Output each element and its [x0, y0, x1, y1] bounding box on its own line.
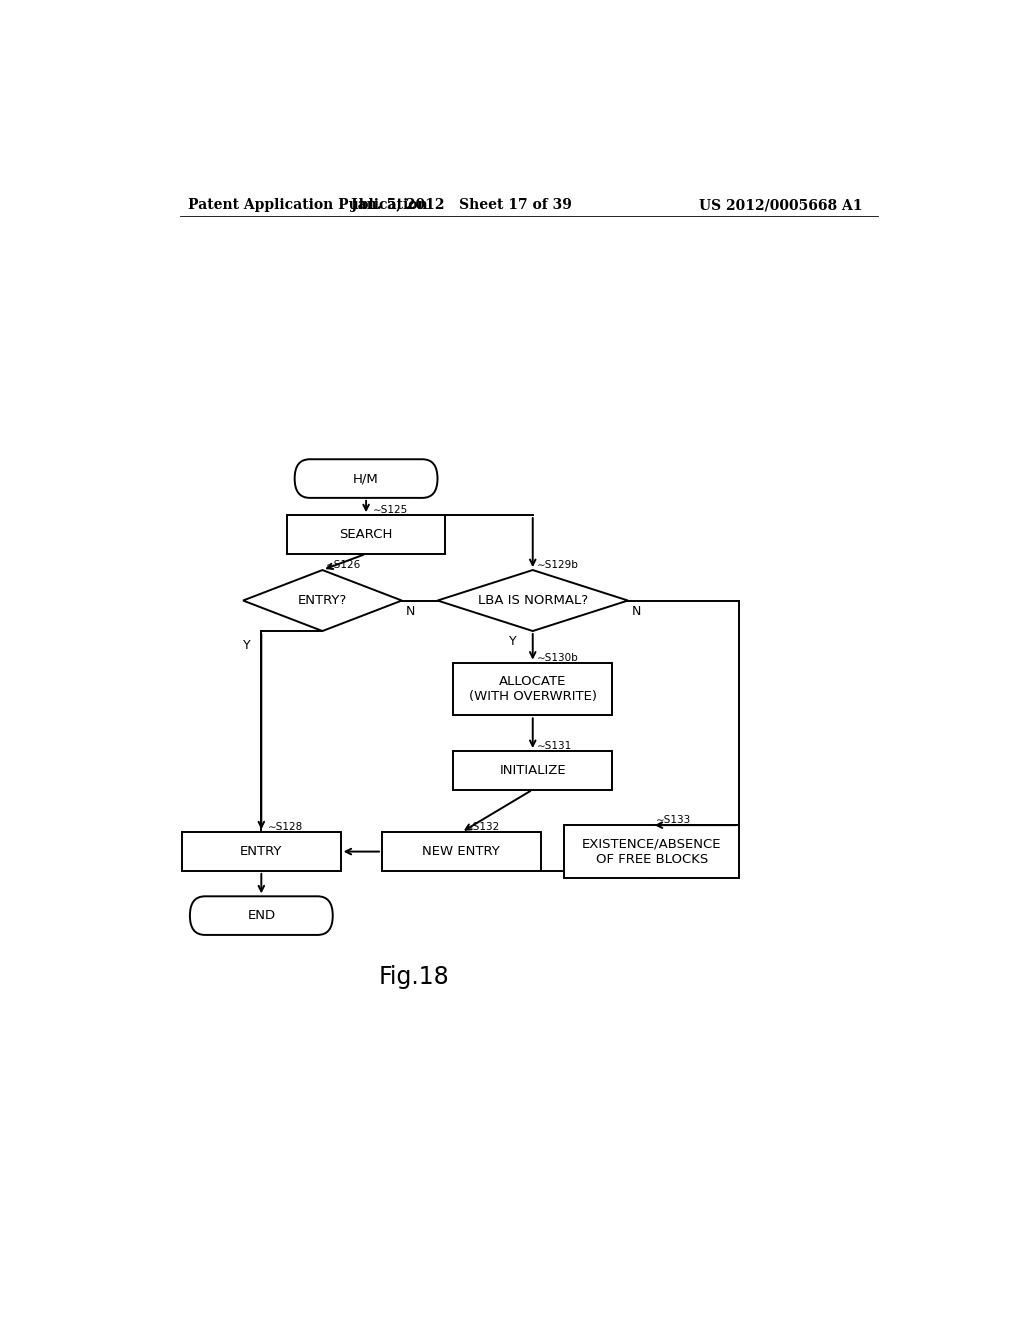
Text: Y: Y — [509, 635, 517, 648]
Text: ENTRY: ENTRY — [241, 845, 283, 858]
Text: N: N — [406, 605, 415, 618]
Text: ∼S133: ∼S133 — [655, 816, 691, 825]
Text: US 2012/0005668 A1: US 2012/0005668 A1 — [698, 198, 862, 213]
Bar — [287, 515, 445, 554]
Text: Y: Y — [244, 639, 251, 652]
Text: ∼S132: ∼S132 — [465, 822, 501, 833]
Bar — [564, 825, 739, 878]
Text: ∼S129b: ∼S129b — [537, 560, 579, 570]
Text: LBA IS NORMAL?: LBA IS NORMAL? — [477, 594, 588, 607]
Text: EXISTENCE/ABSENCE
OF FREE BLOCKS: EXISTENCE/ABSENCE OF FREE BLOCKS — [582, 838, 722, 866]
Bar — [382, 833, 541, 871]
Text: N: N — [632, 605, 641, 618]
Text: ∼S131: ∼S131 — [537, 741, 572, 751]
Text: ENTRY?: ENTRY? — [298, 594, 347, 607]
Bar — [454, 663, 612, 715]
Text: ∼S128: ∼S128 — [267, 822, 303, 833]
Text: H/M: H/M — [353, 473, 379, 484]
Text: ∼S126: ∼S126 — [327, 560, 361, 570]
Text: ALLOCATE
(WITH OVERWRITE): ALLOCATE (WITH OVERWRITE) — [469, 675, 597, 704]
Bar — [182, 833, 341, 871]
Text: INITIALIZE: INITIALIZE — [500, 764, 566, 776]
Text: NEW ENTRY: NEW ENTRY — [423, 845, 500, 858]
FancyBboxPatch shape — [295, 459, 437, 498]
Bar — [454, 751, 612, 789]
Text: ∼S130b: ∼S130b — [537, 652, 579, 663]
Text: Patent Application Publication: Patent Application Publication — [187, 198, 427, 213]
Text: Fig.18: Fig.18 — [378, 965, 450, 989]
FancyBboxPatch shape — [189, 896, 333, 935]
Text: Jan. 5, 2012   Sheet 17 of 39: Jan. 5, 2012 Sheet 17 of 39 — [351, 198, 571, 213]
Text: SEARCH: SEARCH — [339, 528, 393, 541]
Text: ∼S125: ∼S125 — [373, 506, 408, 515]
Polygon shape — [437, 570, 628, 631]
Text: END: END — [247, 909, 275, 923]
Polygon shape — [243, 570, 401, 631]
